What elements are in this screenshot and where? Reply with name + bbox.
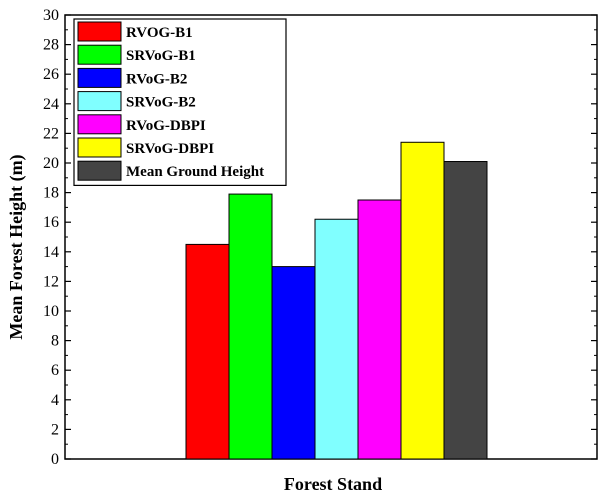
legend-swatch	[77, 114, 122, 135]
y-tick-label: 26	[43, 66, 59, 83]
legend-label: SRVoG-B1	[126, 48, 196, 64]
bars	[185, 141, 488, 460]
y-tick-label: 8	[51, 333, 59, 350]
y-tick-label: 30	[43, 7, 59, 24]
legend: RVOG-B1 SRVoG-B1 RVoG-B2 SRVoG-B2 RVoG-DBPI S…	[73, 18, 287, 186]
y-tick-label: 6	[51, 362, 59, 379]
y-tick-label: 12	[43, 273, 59, 290]
y-tick-label: 22	[43, 125, 59, 142]
legend-swatch	[77, 91, 122, 112]
y-tick-label: 28	[43, 37, 59, 54]
y-tick-label: 14	[43, 244, 59, 261]
bar-srvog-dbpi	[400, 141, 445, 460]
legend-swatch	[77, 137, 122, 158]
legend-label: RVoG-B2	[126, 71, 187, 87]
legend-swatch	[77, 44, 122, 65]
bar-srvog-b1	[228, 193, 273, 460]
bar-mean-ground-height	[443, 161, 488, 460]
bar-rvog-dbpi	[357, 199, 402, 460]
y-tick-label: 20	[43, 155, 59, 172]
legend-swatch	[77, 160, 122, 181]
x-axis-title: Forest Stand	[284, 474, 382, 494]
legend-label: SRVoG-B2	[126, 95, 196, 111]
bar-rvog-b1	[185, 243, 230, 460]
legend-label: RVoG-DBPI	[126, 118, 206, 134]
y-tick-label: 4	[51, 392, 59, 409]
y-tick-label: 0	[51, 451, 59, 468]
legend-label: Mean Ground Height	[126, 164, 264, 180]
y-tick-label: 2	[51, 421, 59, 438]
bar-srvog-b2	[314, 218, 359, 460]
y-tick-label: 18	[43, 185, 59, 202]
y-tick-label: 10	[43, 303, 59, 320]
y-tick-label: 16	[43, 214, 59, 231]
legend-swatch	[77, 67, 122, 88]
legend-swatch	[77, 21, 122, 42]
bar-rvog-b2	[271, 266, 316, 460]
legend-label: SRVoG-DBPI	[126, 141, 214, 157]
y-tick-label: 24	[43, 96, 59, 113]
legend-label: RVOG-B1	[126, 25, 193, 41]
y-axis-title: Mean Forest Height (m)	[6, 154, 27, 339]
